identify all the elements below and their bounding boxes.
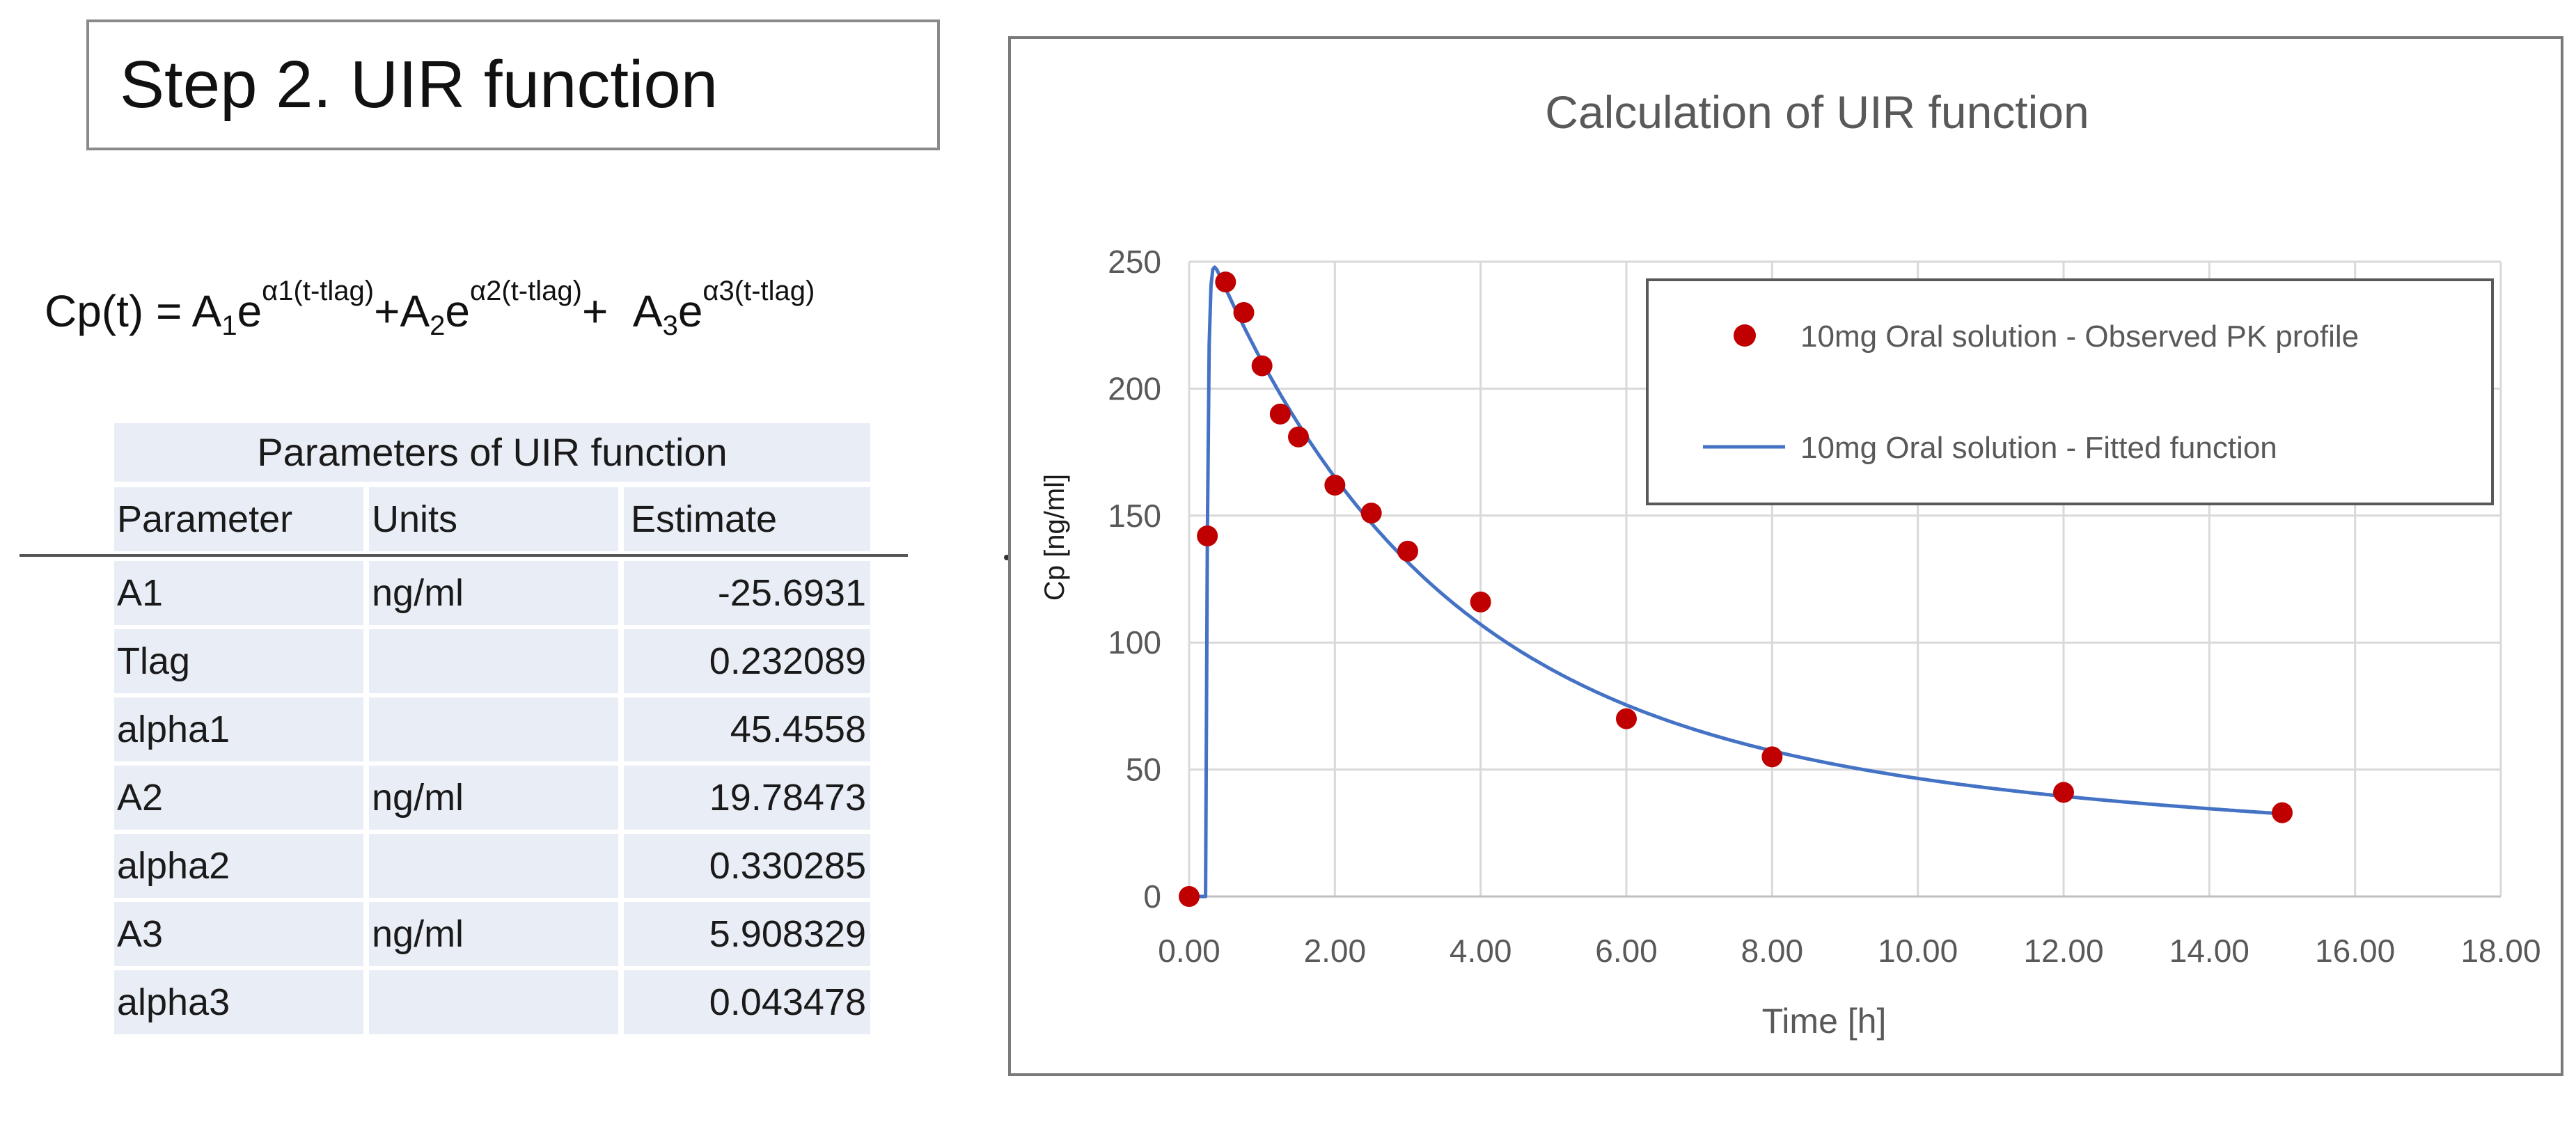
param-estimate: 0.232089: [624, 629, 870, 693]
param-estimate: -25.6931: [624, 561, 870, 625]
x-tick-label: 10.00: [1878, 933, 1958, 969]
observed-data-point: [1179, 886, 1200, 907]
param-estimate: 45.4558: [624, 697, 870, 761]
legend-label-observed: 10mg Oral solution - Observed PK profile: [1800, 319, 2359, 354]
param-units: [369, 970, 618, 1034]
param-name: Tlag: [114, 629, 363, 693]
observed-data-point: [1233, 301, 1255, 323]
table-row: A1 ng/ml -25.6931: [111, 561, 870, 625]
formula-term-1: A1eα1(t-tlag)+: [191, 276, 400, 341]
x-tick-label: 12.00: [2023, 933, 2103, 969]
table-row: A2 ng/ml 19.78473: [111, 766, 870, 830]
observed-data-point: [1470, 591, 1491, 613]
param-units: ng/ml: [369, 561, 618, 625]
table-row: alpha2 0.330285: [111, 834, 870, 898]
param-units: ng/ml: [369, 766, 618, 830]
y-tick-label: 100: [1108, 624, 1161, 661]
x-tick-label: 4.00: [1450, 933, 1512, 969]
uir-formula: Cp(t) = A1eα1(t-tlag)+A2eα2(t-tlag)+ A3e…: [45, 276, 815, 341]
y-tick-label: 50: [1126, 752, 1161, 788]
x-axis-label: Time [h]: [1762, 1002, 1887, 1041]
y-tick-label: 200: [1108, 370, 1161, 406]
param-units: [369, 834, 618, 898]
legend-label-fitted: 10mg Oral solution - Fitted function: [1800, 431, 2277, 465]
param-units: [369, 697, 618, 761]
header-estimate: Estimate: [624, 487, 870, 551]
table-caption: Parameters of UIR function: [114, 423, 870, 482]
param-units: ng/ml: [369, 902, 618, 966]
step-title-text: Step 2. UIR function: [120, 47, 718, 122]
param-estimate: 0.330285: [624, 834, 870, 898]
observed-data-point: [1197, 525, 1218, 546]
x-tick-label: 18.00: [2460, 933, 2540, 969]
legend-box: [1646, 278, 2494, 505]
observed-data-point: [1251, 355, 1273, 377]
x-tick-label: 6.00: [1595, 933, 1658, 969]
step-title: Step 2. UIR function: [86, 19, 940, 150]
table-header-rule: [19, 554, 908, 557]
y-tick-label: 150: [1108, 498, 1161, 534]
x-tick-label: 2.00: [1304, 933, 1367, 969]
observed-data-point: [2053, 782, 2074, 803]
param-estimate: 5.908329: [624, 902, 870, 966]
observed-data-point: [2272, 802, 2293, 823]
x-tick-label: 8.00: [1741, 933, 1804, 969]
observed-data-point: [1360, 503, 1382, 524]
y-tick-label: 0: [1143, 878, 1161, 915]
x-tick-label: 0.00: [1158, 933, 1220, 969]
formula-term-3: A3eα3(t-tlag): [632, 276, 815, 341]
observed-data-point: [1215, 271, 1236, 293]
table-row: Tlag 0.232089: [111, 629, 870, 693]
table-row: A3 ng/ml 5.908329: [111, 902, 870, 966]
chart-title: Calculation of UIR function: [1545, 86, 2089, 138]
table-row: alpha3 0.043478: [111, 970, 870, 1034]
param-units: [369, 629, 618, 693]
y-axis-label: Cp [ng/ml]: [1039, 474, 1070, 601]
x-tick-label: 16.00: [2315, 933, 2395, 969]
param-estimate: 0.043478: [624, 970, 870, 1034]
observed-data-point: [1324, 475, 1346, 496]
param-name: A2: [114, 766, 363, 830]
observed-data-point: [1397, 540, 1418, 562]
param-name: alpha2: [114, 834, 363, 898]
divider-dot: [1004, 555, 1010, 560]
param-estimate: 19.78473: [624, 766, 870, 830]
observed-data-point: [1761, 746, 1783, 768]
observed-data-point: [1288, 426, 1309, 448]
legend-marker-observed: [1734, 324, 1756, 347]
table-row: alpha1 45.4558: [111, 697, 870, 761]
param-name: A3: [114, 902, 363, 966]
param-name: alpha1: [114, 697, 363, 761]
param-name: A1: [114, 561, 363, 625]
observed-data-point: [1269, 403, 1291, 425]
header-units: Units: [369, 487, 618, 551]
formula-term-2: A2eα2(t-tlag)+: [400, 276, 633, 341]
y-tick-label: 250: [1108, 244, 1161, 280]
observed-data-point: [1616, 708, 1637, 729]
uir-chart: Calculation of UIR function 0 50 100 150 200 2…: [1039, 86, 2541, 1041]
header-parameter: Parameter: [114, 487, 363, 551]
param-name: alpha3: [114, 970, 363, 1034]
formula-lhs: Cp(t) =: [45, 286, 192, 336]
table-header-row: Parameter Units Estimate: [111, 487, 870, 551]
x-tick-label: 14.00: [2169, 933, 2249, 969]
chart-frame: Calculation of UIR function 0 50 100 150 200 2…: [1008, 36, 2563, 1076]
